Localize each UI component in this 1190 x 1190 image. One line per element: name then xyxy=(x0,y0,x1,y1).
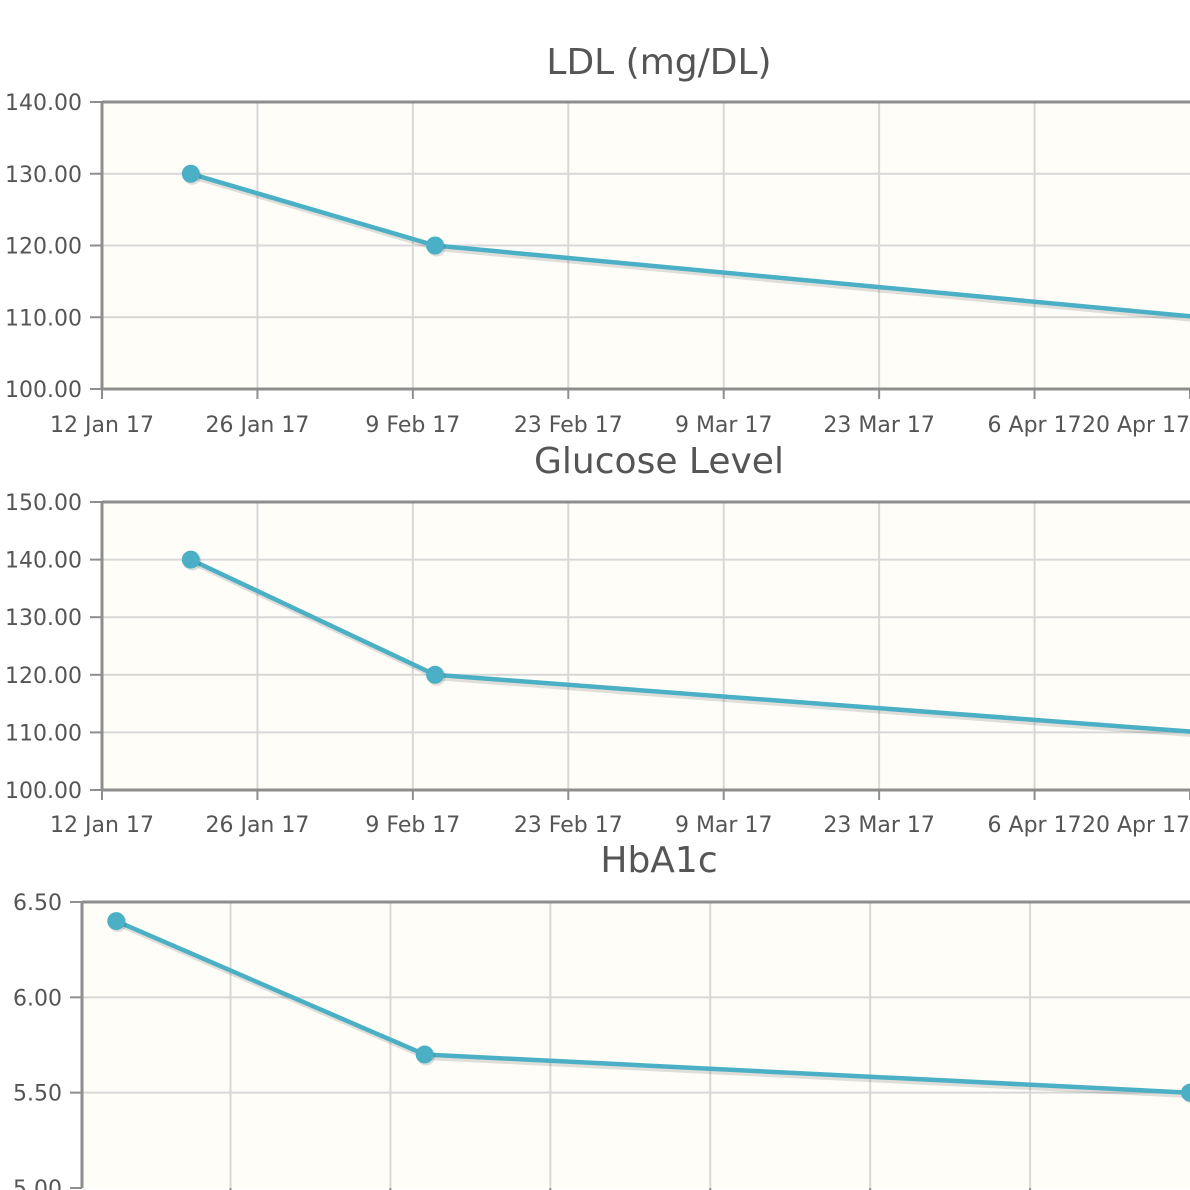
plot-area xyxy=(102,502,1190,790)
x-tick-label: 20 Apr 17 xyxy=(1082,813,1190,838)
y-tick-label: 100.00 xyxy=(5,779,82,804)
x-tick-label: 20 Apr 17 xyxy=(1082,413,1190,438)
x-tick-label: 26 Jan 17 xyxy=(205,813,309,838)
x-tick-label: 23 Mar 17 xyxy=(823,413,934,438)
y-tick-label: 150.00 xyxy=(5,491,82,516)
y-tick-label: 120.00 xyxy=(5,235,82,260)
x-tick-label: 6 Apr 17 xyxy=(988,413,1082,438)
y-tick-label: 100.00 xyxy=(5,378,82,403)
y-tick-label: 6.00 xyxy=(13,986,62,1011)
chart-title: Glucose Level xyxy=(534,441,784,482)
y-tick-label: 140.00 xyxy=(5,91,82,116)
y-tick-label: 5.50 xyxy=(13,1082,62,1107)
y-tick-label: 6.50 xyxy=(13,891,62,916)
chart-title: LDL (mg/DL) xyxy=(546,42,771,83)
data-point xyxy=(1181,1083,1190,1102)
y-tick-label: 130.00 xyxy=(5,163,82,188)
y-tick-label: 130.00 xyxy=(5,606,82,631)
data-point xyxy=(415,1045,434,1064)
data-point xyxy=(426,665,445,684)
plot-area xyxy=(82,902,1190,1188)
y-tick-label: 110.00 xyxy=(5,306,82,331)
x-tick-label: 9 Mar 17 xyxy=(675,813,773,838)
data-point xyxy=(107,912,126,931)
chart-title: HbA1c xyxy=(600,840,717,881)
data-point xyxy=(181,550,200,569)
data-point xyxy=(181,164,200,183)
x-tick-label: 9 Feb 17 xyxy=(365,813,460,838)
x-tick-label: 9 Feb 17 xyxy=(365,413,460,438)
x-tick-label: 23 Mar 17 xyxy=(823,813,934,838)
y-tick-label: 110.00 xyxy=(5,721,82,746)
y-tick-label: 120.00 xyxy=(5,664,82,689)
y-tick-label: 140.00 xyxy=(5,549,82,574)
x-tick-label: 12 Jan 17 xyxy=(50,813,154,838)
x-tick-label: 23 Feb 17 xyxy=(514,813,623,838)
x-tick-label: 23 Feb 17 xyxy=(514,413,623,438)
y-tick-label: 5.00 xyxy=(13,1177,62,1190)
x-tick-label: 12 Jan 17 xyxy=(50,413,154,438)
x-tick-label: 26 Jan 17 xyxy=(205,413,309,438)
data-point xyxy=(426,236,445,255)
x-tick-label: 9 Mar 17 xyxy=(675,413,773,438)
x-tick-label: 6 Apr 17 xyxy=(988,813,1082,838)
